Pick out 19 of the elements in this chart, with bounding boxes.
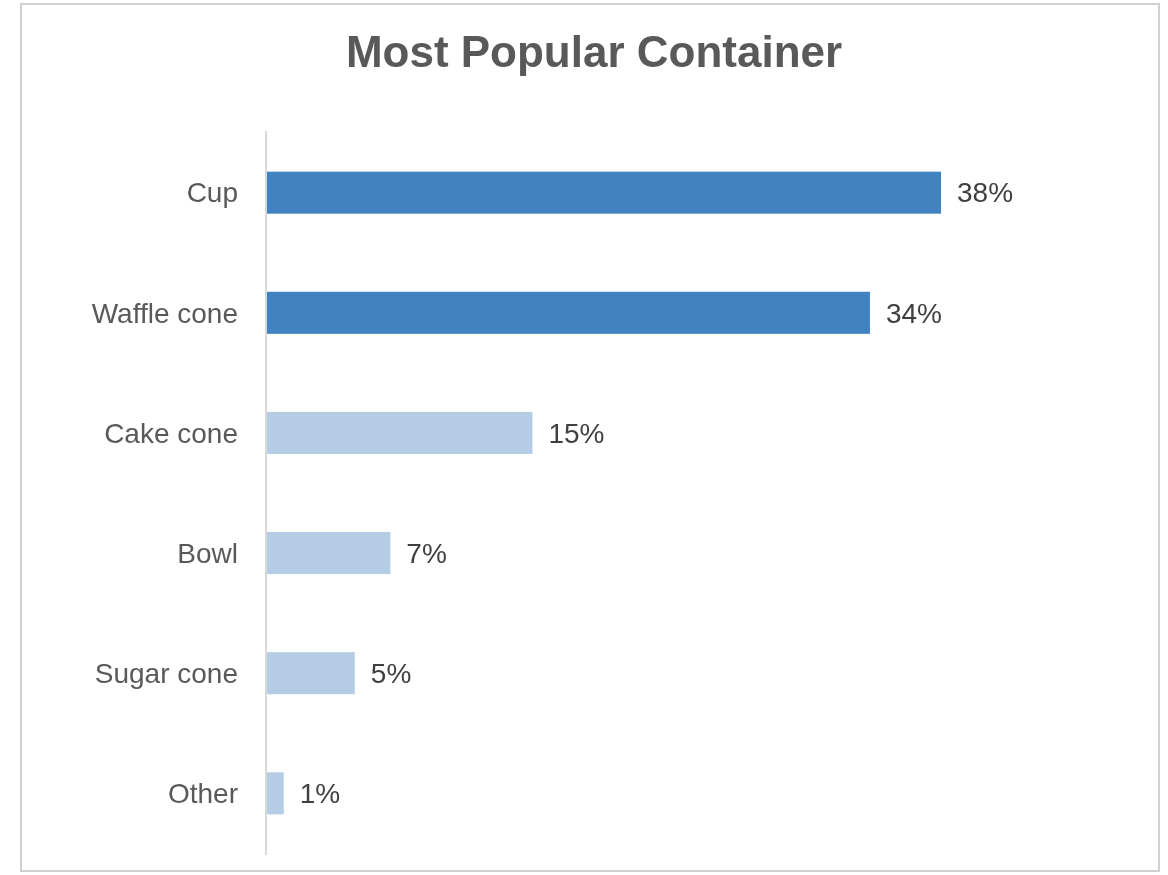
data-label: 34% [885, 297, 942, 329]
bar [266, 532, 391, 575]
data-label: 1% [299, 778, 341, 810]
bar [266, 171, 941, 214]
data-label: 5% [370, 658, 412, 689]
bar [266, 772, 284, 815]
bar [266, 411, 533, 454]
y-tick-label: Cup [186, 177, 238, 209]
data-label: 38% [957, 177, 1014, 209]
y-tick-label: Sugar cone [94, 658, 238, 689]
data-label: 7% [406, 537, 447, 569]
data-label: 15% [548, 417, 605, 449]
y-tick-label: Bowl [177, 537, 238, 569]
y-tick-label: Waffle cone [91, 297, 238, 329]
y-tick-label: Cake cone [104, 417, 238, 449]
bar [266, 652, 355, 695]
bar [266, 291, 870, 334]
y-tick-label: Other [167, 778, 238, 810]
chart-title: Most Popular Container [345, 27, 843, 76]
